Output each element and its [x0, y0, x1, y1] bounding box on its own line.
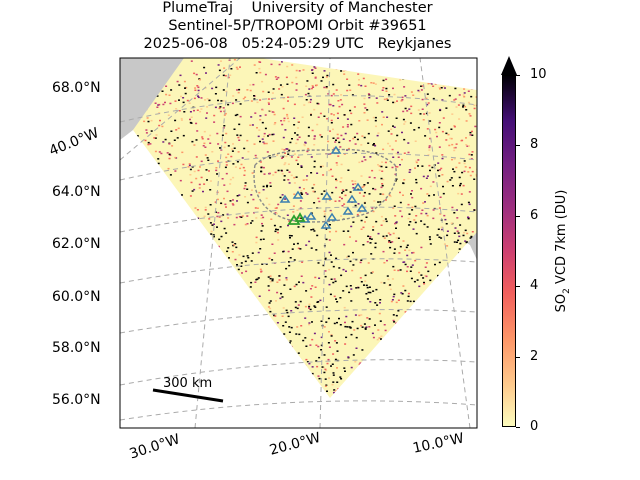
colorbar-tick-mark	[516, 356, 520, 358]
lat-label: 60.0°N	[52, 289, 101, 305]
colorbar-tick-mark	[516, 215, 520, 217]
triangle-marker	[279, 194, 291, 203]
triangle-marker	[321, 191, 333, 200]
colorbar-tick-label: 8	[530, 137, 539, 153]
so2-swath	[133, 58, 477, 398]
colorbar-tick-label: 10	[530, 67, 547, 82]
triangle-marker	[342, 206, 354, 215]
lat-label: 68.0°N	[52, 80, 101, 96]
colorbar-tick-mark	[516, 286, 520, 288]
colorbar-frame	[502, 75, 516, 427]
title-line-3: 2025-06-08 05:24-05:29 UTC Reykjanes	[143, 36, 452, 52]
triangle-marker	[356, 203, 368, 212]
triangle-marker	[346, 194, 358, 203]
colorbar-tick-label: 0	[530, 419, 539, 434]
triangle-marker	[320, 220, 332, 229]
title-line-1: PlumeTraj University of Manchester	[162, 0, 433, 16]
triangle-marker	[352, 182, 364, 191]
lat-label: 62.0°N	[52, 236, 101, 252]
lat-label: 64.0°N	[52, 184, 101, 200]
lat-label: 56.0°N	[52, 392, 101, 408]
title-line-2: Sentinel-5P/TROPOMI Orbit #39651	[168, 18, 427, 34]
iceland-coastline	[253, 148, 397, 223]
graticule	[120, 58, 477, 428]
colorbar-tick-label: 6	[530, 207, 539, 223]
colorbar-extend-arrow	[501, 56, 517, 75]
volcano-marker	[294, 212, 306, 222]
colorbar-tick-label: 4	[530, 278, 539, 294]
colorbar-tick-mark	[516, 75, 520, 76]
scale-bar-line	[152, 388, 224, 403]
colorbar-label: SO2 VCD 7km (DU)	[554, 189, 572, 313]
triangle-marker	[326, 212, 338, 221]
triangle-markers	[279, 145, 368, 229]
colorbar-tick-mark	[516, 145, 520, 147]
colorbar-gradient	[502, 75, 516, 427]
lat-label: 58.0°N	[52, 340, 101, 356]
colorbar-tick-label: 2	[530, 348, 539, 364]
triangle-marker	[292, 190, 304, 199]
volcano-markers	[287, 212, 306, 225]
triangle-marker	[330, 145, 342, 154]
colorbar-tick-mark	[516, 427, 520, 428]
scale-bar-label: 300 km	[163, 376, 213, 391]
map-frame	[119, 57, 478, 429]
triangle-marker	[305, 211, 317, 220]
